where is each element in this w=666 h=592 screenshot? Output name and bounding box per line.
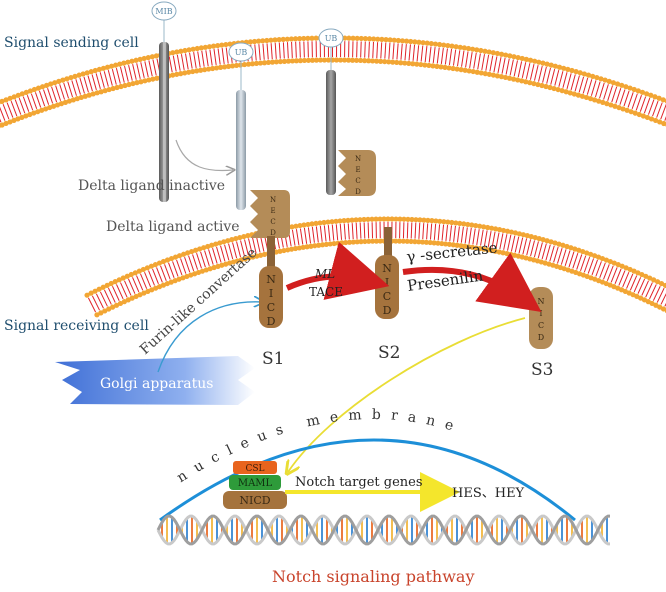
nicd-s1-c: C: [267, 301, 275, 314]
necd-s1-n: N: [270, 196, 276, 204]
nicd-s3: N I C D: [529, 287, 553, 349]
delta-ligand-mib: MIB: [151, 1, 177, 202]
tace-label: TACE: [309, 285, 343, 299]
nicd-s2-n: N: [382, 262, 392, 275]
ub-label-1: UB: [235, 48, 248, 57]
nicd-s1-n: N: [266, 273, 276, 286]
sending-cell-label: Signal sending cell: [4, 35, 139, 51]
diagram-title: Notch signaling pathway: [272, 567, 474, 586]
delta-active-label: Delta ligand active: [106, 219, 240, 235]
stage-s3: S3: [531, 360, 553, 380]
delta-ligand-ub-inactive: UB: [318, 28, 344, 195]
delta-ligand-ub-active: UB: [228, 42, 254, 210]
receiving-cell-label: Signal receiving cell: [4, 318, 149, 334]
dna-helix: [156, 514, 610, 546]
golgi-apparatus: Golgi apparatus: [55, 356, 255, 405]
transcription-complex: CSL MAML NICD: [223, 461, 287, 509]
maml-label: MAML: [238, 478, 273, 489]
nicd-s1-d: D: [267, 315, 276, 328]
stage-s2: S2: [378, 343, 400, 363]
csl-label: CSL: [245, 464, 264, 474]
golgi-label: Golgi apparatus: [100, 376, 213, 392]
nicd-s2-i: I: [385, 276, 389, 289]
target-genes-label: Notch target genes: [295, 475, 423, 490]
furin-arrow: [157, 302, 262, 373]
nicd-s1-i: I: [269, 287, 273, 300]
necd-s1-c: C: [270, 218, 275, 226]
nicd-s3-d: D: [538, 333, 544, 342]
mib-label: MIB: [155, 7, 172, 16]
nicd-s2-d: D: [383, 304, 392, 317]
furin-label: Furin-like convertase: [137, 245, 260, 358]
necd-text-e: E: [355, 166, 360, 174]
notch-receptor-s1: N E C D N I C D: [250, 190, 290, 328]
ub-label-2: UB: [325, 34, 338, 43]
necd-s1-d: D: [270, 229, 276, 237]
ml-label: ML: [314, 267, 335, 281]
necd-s1-e: E: [270, 207, 275, 215]
translocation-arrow: [288, 317, 526, 472]
nucleus-membrane-arc: [159, 438, 576, 522]
necd-text-c: C: [355, 177, 360, 185]
nicd-s3-c: C: [538, 321, 544, 330]
hes-hey-label: HES、HEY: [452, 486, 525, 501]
delta-inactive-label: Delta ligand inactive: [78, 178, 225, 194]
nicd-s3-n: N: [538, 297, 545, 306]
stage-s1: S1: [262, 349, 284, 369]
necd-endocytosed: N E C D: [338, 150, 376, 196]
nicd-s2-c: C: [383, 290, 391, 303]
nicd-s3-i: I: [539, 309, 542, 318]
activation-arrow: [175, 139, 233, 171]
cleavage-arrow-s1-s2: [285, 241, 390, 300]
necd-text-n: N: [355, 155, 361, 163]
necd-text-d: D: [355, 188, 361, 196]
nicd-complex-label: NICD: [239, 494, 270, 507]
cleavage-arrow-s2-s3: [402, 252, 542, 313]
